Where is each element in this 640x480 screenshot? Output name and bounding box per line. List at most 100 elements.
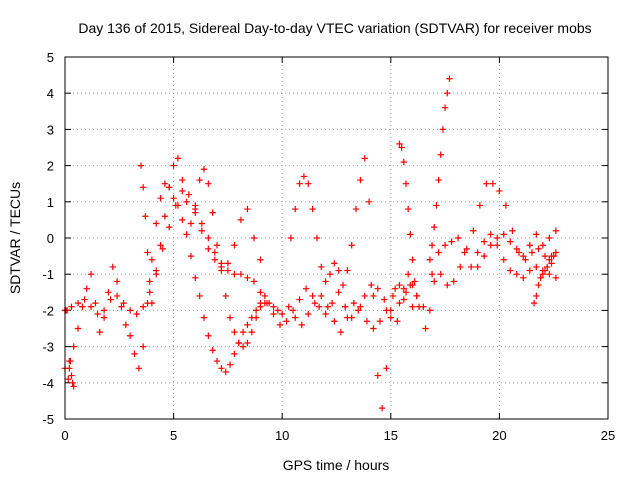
data-point [463,245,471,253]
data-point [231,350,238,358]
data-point [357,303,364,310]
data-point [261,292,269,300]
series-track-h [422,231,560,332]
data-point [231,271,238,278]
data-point [337,328,345,336]
data-point [139,343,147,350]
data-point [404,205,412,213]
series-track-k [530,249,560,307]
data-point [250,234,258,242]
data-point [552,227,560,234]
data-point [211,256,219,263]
data-point [548,260,555,267]
series-track-i [431,180,555,289]
data-point [113,278,121,285]
data-point [428,271,436,278]
data-point [533,231,540,238]
data-point [313,234,321,242]
data-point [105,289,112,296]
data-point [87,271,95,278]
data-point [222,292,229,300]
data-point [135,365,143,372]
data-point [137,162,145,169]
data-point [209,209,216,216]
data-point [146,289,153,296]
data-point [257,289,264,296]
data-point [70,343,77,350]
y-tick-label: 1 [47,195,54,210]
y-tick-label: 2 [47,159,54,174]
data-point [461,249,468,256]
data-point [244,274,251,282]
data-point [476,202,484,209]
data-point [404,271,412,278]
axis-ticks [64,56,609,420]
data-point [350,299,358,307]
data-point [520,274,527,282]
tick-labels: 0 5 10 15 20 25 -5 -4 -3 -2 -1 0 1 2 3 4 5 [42,50,615,443]
series-spike-17 [426,75,453,263]
data-point [541,267,549,274]
data-point [179,216,186,224]
data-point [200,166,208,173]
data-point [248,328,255,336]
data-point [494,234,501,242]
data-points [61,75,560,412]
data-point [263,299,271,307]
data-point [515,249,523,256]
data-point [383,307,390,314]
data-point [239,343,247,350]
data-point [196,176,203,184]
data-point [302,285,310,292]
data-point [183,198,190,205]
data-point [441,242,449,249]
data-point [237,216,245,224]
data-point [226,314,234,321]
data-point [543,263,551,271]
data-point [528,249,536,256]
series-spike-15 [396,140,423,310]
data-point [450,278,457,285]
data-point [192,274,199,282]
data-point [66,365,73,372]
data-point [153,220,160,227]
series-track-d [192,205,264,271]
data-point [394,318,401,325]
data-point [224,267,232,274]
data-point [172,202,179,209]
data-point [296,180,303,187]
plot-frame [64,56,609,420]
data-point [470,227,477,234]
y-tick-label: 3 [47,122,54,137]
data-point [283,318,290,325]
x-tick-label: 15 [384,428,398,443]
data-point [396,140,403,148]
data-point [235,339,242,347]
data-point [213,242,221,249]
data-point [474,263,481,271]
data-point [402,289,410,296]
data-point [409,256,416,263]
data-point [68,303,75,310]
data-point [446,75,453,82]
data-point [198,220,206,227]
data-point [552,274,560,282]
data-point [205,180,212,187]
data-point [431,223,438,231]
y-axis-label: SDTVAR / TECUs [7,182,23,294]
data-point [87,303,95,310]
data-point [92,299,99,307]
data-point [431,278,438,285]
data-point [252,307,260,314]
data-point [374,285,381,292]
data-point [183,231,190,238]
data-point [276,321,284,329]
data-point [222,368,229,376]
data-point [170,194,177,202]
data-point [309,292,316,300]
data-point [370,325,377,332]
data-point [352,205,360,213]
data-point [292,205,299,213]
data-point [65,375,72,383]
data-point [218,365,225,372]
